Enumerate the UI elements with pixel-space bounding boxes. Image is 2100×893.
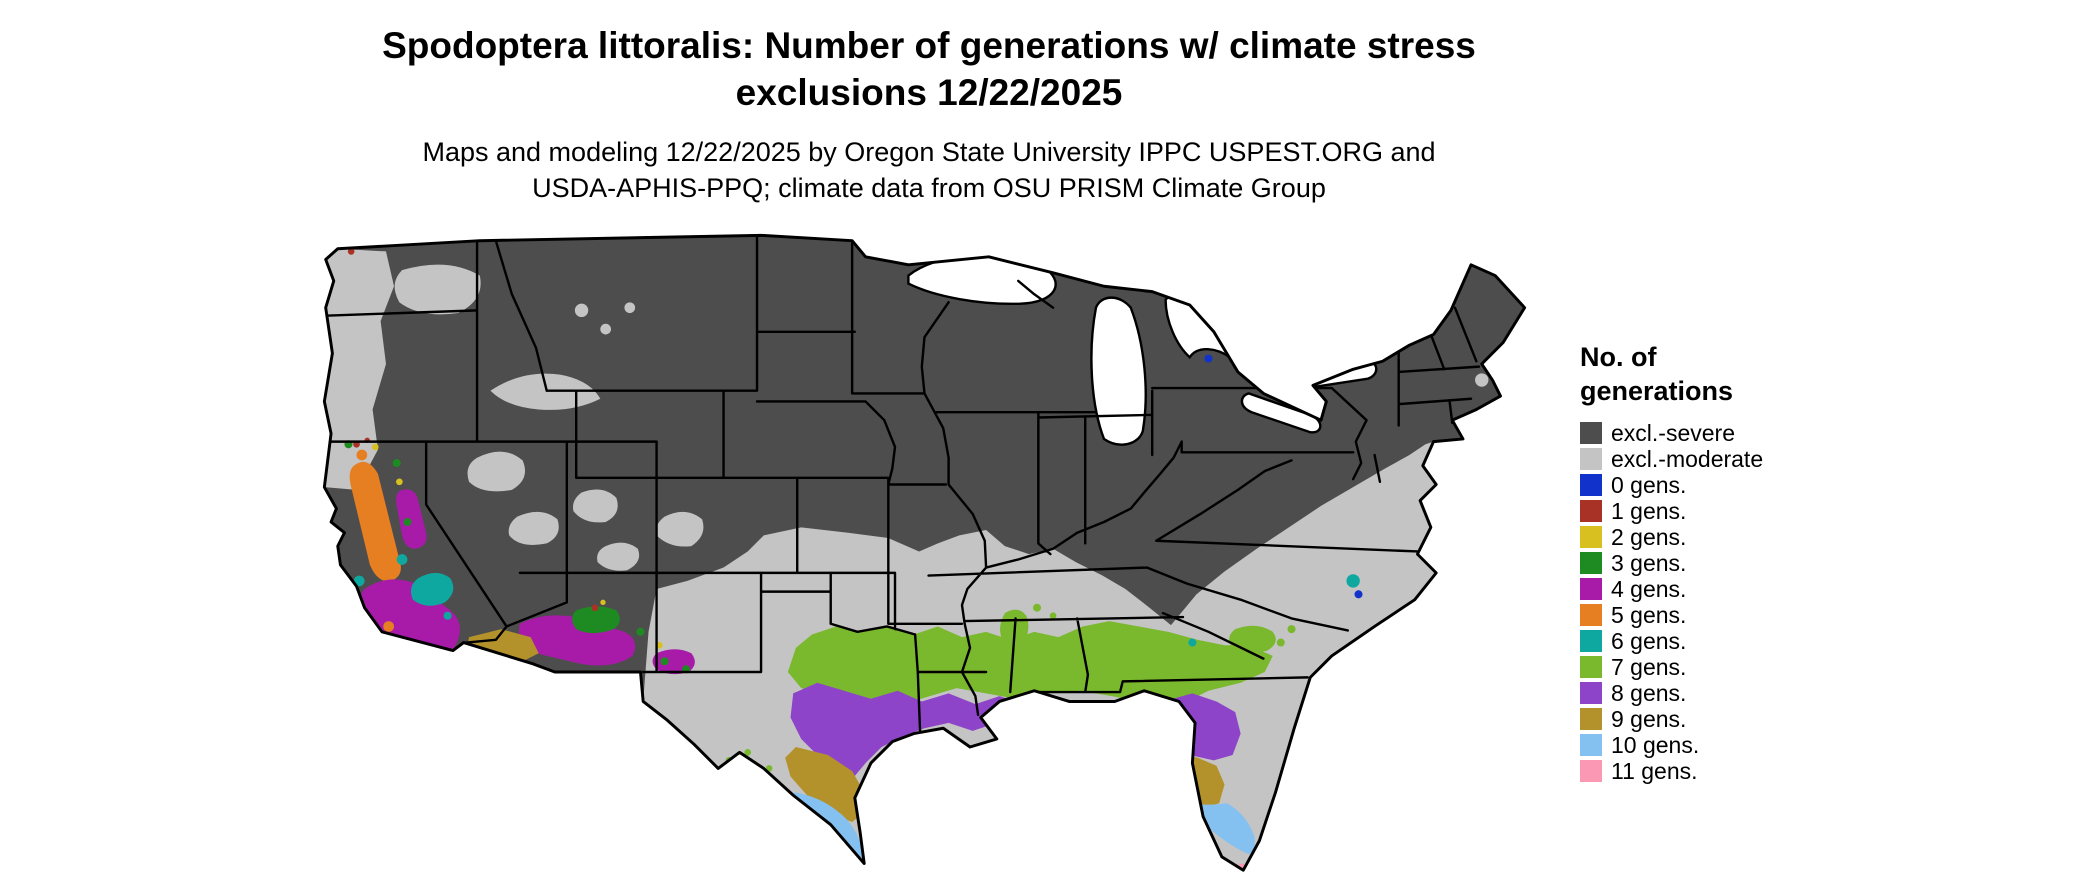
band-9-gens-texas (785, 747, 866, 823)
region-excl-moderate-west-coast (324, 248, 395, 490)
page-title: Spodoptera littoralis: Number of generat… (0, 22, 1858, 116)
page-subtitle-line-2: USDA-APHIS-PPQ; climate data from OSU PR… (532, 173, 1326, 203)
region-4-gens-sierra-fringe (396, 489, 427, 549)
legend-swatch-11-gens (1580, 760, 1602, 782)
legend-title-line-1: No. of (1580, 342, 1657, 372)
page-subtitle: Maps and modeling 12/22/2025 by Oregon S… (0, 134, 1858, 206)
us-generations-map (319, 230, 1538, 893)
region-excl-moderate-columbia-basin (394, 264, 481, 315)
legend-item-2-gens: 2 gens. (1580, 524, 1763, 550)
legend-item-excl-moderate: excl.-moderate (1580, 446, 1763, 472)
region-5-gens-central-valley (349, 461, 401, 582)
region-excl-moderate-great-basin-patches (467, 302, 1489, 571)
legend-swatch-9-gens (1580, 708, 1602, 730)
legend-item-5-gens: 5 gens. (1580, 602, 1763, 628)
legend-swatch-8-gens (1580, 682, 1602, 704)
page-subtitle-line-1: Maps and modeling 12/22/2025 by Oregon S… (422, 137, 1436, 167)
legend-item-7-gens: 7 gens. (1580, 654, 1763, 680)
legend-swatch-3-gens (1580, 552, 1602, 574)
legend-swatch-2-gens (1580, 526, 1602, 548)
lake-michigan (1090, 296, 1147, 446)
legend-label-1-gens: 1 gens. (1611, 498, 1687, 524)
map-header: Spodoptera littoralis: Number of generat… (0, 22, 1858, 206)
legend-swatch-7-gens (1580, 656, 1602, 678)
legend-item-3-gens: 3 gens. (1580, 550, 1763, 576)
legend-item-8-gens: 8 gens. (1580, 680, 1763, 706)
legend-swatch-10-gens (1580, 734, 1602, 756)
legend-item-11-gens: 11 gens. (1580, 758, 1763, 784)
legend-label-4-gens: 4 gens. (1611, 576, 1687, 602)
legend-label-5-gens: 5 gens. (1611, 602, 1687, 628)
legend-swatch-1-gens (1580, 500, 1602, 522)
legend-swatch-excl-moderate (1580, 448, 1602, 470)
speckles-west-mixed-generations (344, 248, 691, 674)
legend-item-10-gens: 10 gens. (1580, 732, 1763, 758)
band-7-gens-gulf (787, 621, 1273, 713)
map-legend: No. of generations excl.-severe excl.-mo… (1580, 340, 1763, 784)
legend-label-7-gens: 7 gens. (1611, 654, 1687, 680)
region-6-gens-socal-patch (410, 572, 454, 606)
legend-swatch-5-gens (1580, 604, 1602, 626)
legend-label-10-gens: 10 gens. (1611, 732, 1700, 758)
legend-swatch-6-gens (1580, 630, 1602, 652)
legend-label-9-gens: 9 gens. (1611, 706, 1687, 732)
us-map-svg (322, 233, 1527, 872)
region-7-gens-georgia-coast (1229, 625, 1276, 653)
page-title-line-2: exclusions 12/22/2025 (735, 72, 1123, 113)
legend-swatch-4-gens (1580, 578, 1602, 600)
legend-swatch-0-gens (1580, 474, 1602, 496)
legend-label-excl-moderate: excl.-moderate (1611, 446, 1764, 472)
legend-label-11-gens: 11 gens. (1611, 758, 1698, 784)
region-excl-moderate-snake-plain (490, 373, 601, 410)
state-borders (324, 235, 1481, 743)
us-coastline (322, 233, 1527, 872)
legend-title: No. of generations (1580, 340, 1763, 408)
legend-item-6-gens: 6 gens. (1580, 628, 1763, 654)
page-title-line-1: Spodoptera littoralis: Number of generat… (382, 25, 1476, 66)
legend-item-0-gens: 0 gens. (1580, 472, 1763, 498)
legend-item-9-gens: 9 gens. (1580, 706, 1763, 732)
legend-label-3-gens: 3 gens. (1611, 550, 1687, 576)
region-3-gens-mogollon (572, 606, 620, 634)
legend-label-0-gens: 0 gens. (1611, 472, 1687, 498)
legend-swatch-excl-severe (1580, 422, 1602, 444)
legend-item-1-gens: 1 gens. (1580, 498, 1763, 524)
legend-label-excl-severe: excl.-severe (1611, 420, 1735, 446)
legend-label-8-gens: 8 gens. (1611, 680, 1687, 706)
legend-item-4-gens: 4 gens. (1580, 576, 1763, 602)
legend-item-excl-severe: excl.-severe (1580, 420, 1763, 446)
legend-title-line-2: generations (1580, 376, 1734, 406)
legend-label-6-gens: 6 gens. (1611, 628, 1687, 654)
legend-label-2-gens: 2 gens. (1611, 524, 1687, 550)
